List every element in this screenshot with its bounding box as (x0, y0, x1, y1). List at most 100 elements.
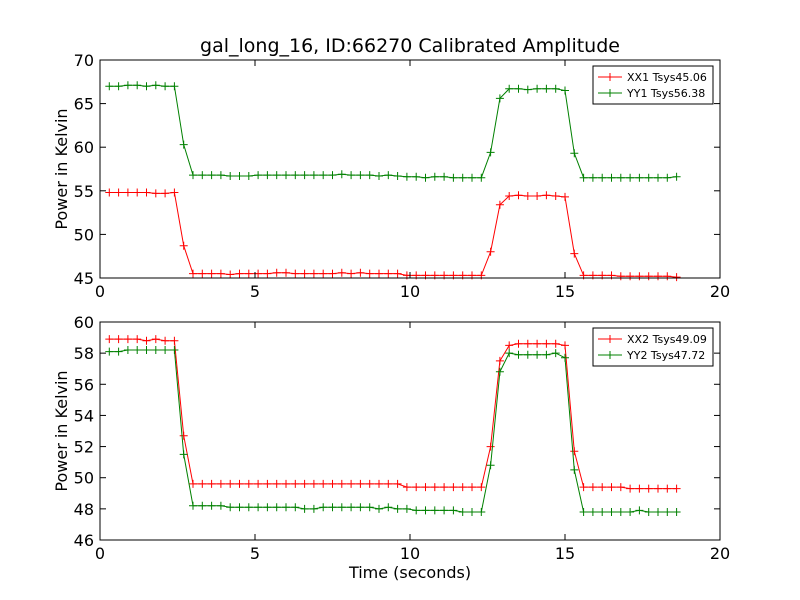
data-point (105, 82, 114, 91)
data-point (170, 346, 179, 354)
data-point (477, 173, 486, 182)
x-tick-label: 0 (95, 544, 105, 563)
data-point (114, 82, 123, 91)
y-tick-label: 60 (74, 138, 94, 157)
series-line-1-1 (109, 191, 677, 278)
data-point (151, 335, 160, 344)
legend-label: XX2 Tsys49.09 (627, 333, 707, 346)
data-point (449, 506, 458, 515)
data-point (440, 483, 449, 492)
x-tick-label: 10 (400, 282, 420, 301)
data-point (226, 479, 235, 488)
data-point (142, 336, 151, 345)
data-point (635, 272, 644, 281)
data-point (309, 479, 318, 488)
data-point (365, 479, 374, 488)
series-line-2-2 (109, 349, 677, 513)
data-point (495, 200, 504, 209)
data-point (105, 188, 114, 197)
data-point (551, 349, 560, 358)
data-point (114, 347, 123, 356)
data-point (607, 173, 616, 182)
data-point (402, 172, 411, 181)
data-point (282, 503, 290, 512)
data-point (272, 268, 281, 277)
x-axis-label: Time (seconds) (348, 563, 471, 582)
data-point (533, 339, 542, 348)
data-point (486, 461, 495, 470)
data-point (282, 171, 290, 180)
data-point (133, 335, 142, 344)
data-point (523, 85, 532, 94)
data-point (170, 336, 179, 345)
data-point (505, 341, 514, 350)
data-point (505, 84, 514, 93)
data-point (365, 269, 374, 278)
data-point (263, 269, 272, 278)
data-point (486, 148, 495, 157)
data-point (579, 483, 588, 492)
data-point (375, 269, 383, 278)
data-point (105, 347, 114, 356)
data-point (458, 508, 467, 516)
data-point (123, 81, 132, 90)
data-point (561, 341, 569, 350)
data-point (207, 479, 216, 488)
data-point (291, 269, 300, 278)
data-point (598, 173, 607, 182)
legend-box (592, 327, 714, 367)
data-point (356, 503, 365, 512)
data-point (207, 171, 216, 180)
data-point (449, 173, 458, 182)
data-point (375, 479, 383, 488)
data-point (421, 173, 430, 182)
data-point (607, 508, 616, 516)
data-point (430, 172, 439, 181)
data-point (570, 149, 579, 158)
data-point (672, 273, 681, 282)
data-point (635, 506, 644, 515)
data-point (291, 479, 300, 488)
legend-label: YY2 Tsys47.72 (626, 349, 705, 362)
data-point (337, 170, 346, 179)
data-point (663, 173, 672, 182)
data-point (458, 173, 467, 182)
data-point (449, 483, 458, 492)
data-point (151, 189, 160, 198)
data-point (300, 479, 309, 488)
data-point (365, 171, 374, 180)
data-point (207, 501, 216, 510)
data-point (226, 503, 235, 512)
data-point (198, 269, 207, 278)
x-tick-label: 5 (250, 282, 260, 301)
data-point (561, 192, 569, 201)
y-tick-label: 54 (74, 406, 94, 425)
data-point (626, 272, 635, 281)
data-point (272, 503, 281, 512)
y-tick-label: 60 (74, 313, 94, 332)
data-point (216, 269, 225, 278)
data-point (635, 484, 644, 493)
data-point (347, 171, 356, 180)
data-point (663, 508, 672, 516)
data-point (495, 356, 504, 365)
data-point (421, 483, 430, 492)
data-point (216, 501, 225, 510)
data-point (588, 508, 597, 516)
data-point (244, 269, 253, 278)
data-point (393, 172, 402, 180)
data-point (282, 268, 290, 277)
data-point (477, 483, 486, 492)
data-point (161, 346, 170, 354)
data-point (142, 82, 151, 91)
data-point (226, 172, 235, 180)
x-tick-label: 15 (555, 544, 575, 563)
data-point (542, 350, 551, 359)
data-point (523, 350, 532, 359)
data-point (468, 173, 476, 182)
data-point (672, 508, 681, 516)
data-point (179, 431, 188, 440)
data-point (347, 503, 356, 512)
data-point (328, 269, 337, 278)
